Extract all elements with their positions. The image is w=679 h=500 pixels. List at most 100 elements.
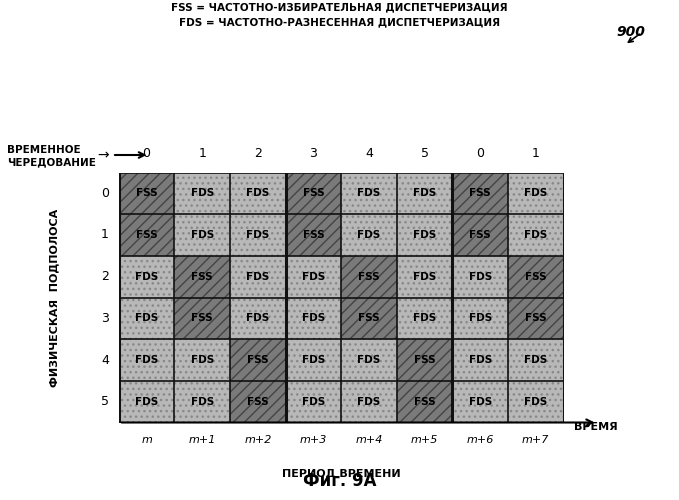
Bar: [119, 214, 175, 256]
Text: FDS: FDS: [524, 188, 547, 198]
Bar: [230, 298, 286, 339]
Text: m+3: m+3: [299, 435, 327, 445]
Text: FDS: FDS: [246, 314, 270, 324]
Text: FSS: FSS: [414, 355, 435, 365]
Text: FDS: FDS: [246, 188, 270, 198]
Bar: [175, 214, 230, 256]
Bar: [286, 172, 341, 214]
Bar: [452, 172, 508, 214]
Text: m+6: m+6: [466, 435, 494, 445]
Text: FDS: FDS: [413, 314, 436, 324]
Bar: [175, 381, 230, 422]
Text: FDS: FDS: [413, 230, 436, 240]
Text: 1: 1: [101, 228, 109, 241]
Text: 5: 5: [420, 147, 428, 160]
Text: FDS: FDS: [135, 272, 158, 281]
Bar: [286, 381, 341, 422]
Text: FDS: FDS: [357, 230, 381, 240]
Text: 4: 4: [365, 147, 373, 160]
Bar: [119, 172, 175, 214]
Text: FDS: FDS: [135, 355, 158, 365]
Text: FSS: FSS: [191, 314, 213, 324]
Text: FDS: FDS: [357, 396, 381, 406]
Bar: [230, 339, 286, 381]
Text: FDS: FDS: [191, 396, 214, 406]
Text: ПЕРИОД ВРЕМЕНИ: ПЕРИОД ВРЕМЕНИ: [282, 469, 401, 479]
Text: →: →: [97, 148, 109, 162]
Bar: [175, 339, 230, 381]
Text: 1: 1: [198, 147, 206, 160]
Text: FDS: FDS: [469, 396, 492, 406]
Bar: [341, 381, 397, 422]
Bar: [341, 256, 397, 298]
Bar: [397, 172, 452, 214]
Bar: [119, 298, 175, 339]
Bar: [286, 214, 341, 256]
Text: ВРЕМЕННОЕ
ЧЕРЕДОВАНИЕ: ВРЕМЕННОЕ ЧЕРЕДОВАНИЕ: [7, 145, 96, 168]
Bar: [508, 339, 564, 381]
Bar: [508, 381, 564, 422]
Text: FDS = ЧАСТОТНО-РАЗНЕСЕННАЯ ДИСПЕТЧЕРИЗАЦИЯ: FDS = ЧАСТОТНО-РАЗНЕСЕННАЯ ДИСПЕТЧЕРИЗАЦ…: [179, 18, 500, 28]
Text: FDS: FDS: [357, 188, 381, 198]
Text: FSS: FSS: [136, 230, 158, 240]
Text: FSS: FSS: [525, 272, 547, 281]
Bar: [119, 381, 175, 422]
Text: FDS: FDS: [301, 355, 325, 365]
Text: FDS: FDS: [301, 314, 325, 324]
Text: Фиг. 9А: Фиг. 9А: [303, 472, 376, 490]
Text: FDS: FDS: [301, 272, 325, 281]
Bar: [397, 214, 452, 256]
Text: m+7: m+7: [522, 435, 549, 445]
Bar: [119, 339, 175, 381]
Bar: [341, 172, 397, 214]
Text: FDS: FDS: [191, 188, 214, 198]
Bar: [508, 214, 564, 256]
Bar: [175, 256, 230, 298]
Text: FSS: FSS: [414, 396, 435, 406]
Text: 0: 0: [476, 147, 484, 160]
Text: FDS: FDS: [357, 355, 381, 365]
Bar: [286, 339, 341, 381]
Bar: [119, 256, 175, 298]
Text: FDS: FDS: [413, 188, 436, 198]
Text: FDS: FDS: [413, 272, 436, 281]
Text: ФИЗИЧЕСКАЯ  ПОДПОЛОСА: ФИЗИЧЕСКАЯ ПОДПОЛОСА: [50, 208, 59, 386]
Bar: [341, 214, 397, 256]
Text: FDS: FDS: [524, 396, 547, 406]
Text: FSS: FSS: [303, 230, 324, 240]
Text: ВРЕМЯ: ВРЕМЯ: [574, 422, 617, 432]
Bar: [175, 172, 230, 214]
Text: FSS: FSS: [525, 314, 547, 324]
Bar: [508, 172, 564, 214]
Bar: [230, 214, 286, 256]
Bar: [452, 256, 508, 298]
Bar: [286, 298, 341, 339]
Bar: [286, 256, 341, 298]
Text: 2: 2: [254, 147, 261, 160]
Bar: [230, 381, 286, 422]
Bar: [175, 298, 230, 339]
Bar: [341, 339, 397, 381]
Bar: [452, 214, 508, 256]
Text: FDS: FDS: [469, 355, 492, 365]
Text: 1: 1: [532, 147, 540, 160]
Text: FDS: FDS: [301, 396, 325, 406]
Text: 2: 2: [101, 270, 109, 283]
Text: FSS: FSS: [247, 355, 269, 365]
Bar: [230, 256, 286, 298]
Text: FSS = ЧАСТОТНО-ИЗБИРАТЕЛЬНАЯ ДИСПЕТЧЕРИЗАЦИЯ: FSS = ЧАСТОТНО-ИЗБИРАТЕЛЬНАЯ ДИСПЕТЧЕРИЗ…: [171, 2, 508, 12]
Bar: [508, 298, 564, 339]
Text: FSS: FSS: [469, 188, 491, 198]
Text: m+5: m+5: [411, 435, 438, 445]
Text: 900: 900: [616, 25, 645, 39]
Text: FSS: FSS: [469, 230, 491, 240]
Text: FSS: FSS: [247, 396, 269, 406]
Text: FSS: FSS: [359, 272, 380, 281]
Text: FDS: FDS: [246, 230, 270, 240]
Text: FDS: FDS: [524, 355, 547, 365]
Bar: [341, 298, 397, 339]
Text: FDS: FDS: [469, 272, 492, 281]
Text: m: m: [141, 435, 152, 445]
Text: FDS: FDS: [246, 272, 270, 281]
Bar: [508, 256, 564, 298]
